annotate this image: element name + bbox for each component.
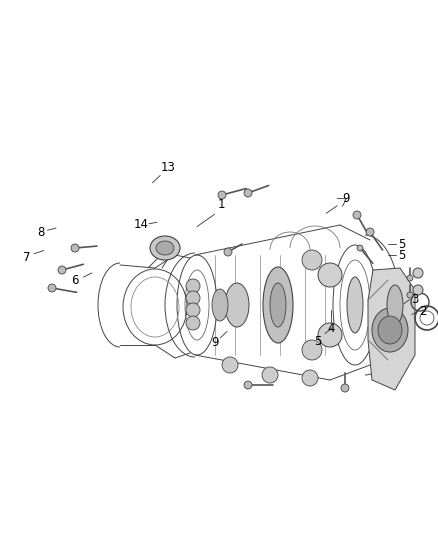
Ellipse shape	[302, 250, 322, 270]
Circle shape	[357, 245, 363, 251]
Text: 9: 9	[212, 336, 219, 349]
Circle shape	[244, 189, 252, 197]
Ellipse shape	[387, 285, 403, 325]
Polygon shape	[368, 268, 415, 390]
Ellipse shape	[186, 316, 200, 330]
Circle shape	[224, 248, 232, 256]
Ellipse shape	[222, 357, 238, 373]
Text: 4: 4	[327, 322, 335, 335]
Circle shape	[407, 292, 413, 298]
Ellipse shape	[302, 340, 322, 360]
Text: 14: 14	[134, 219, 149, 231]
Text: 1: 1	[218, 198, 226, 211]
Ellipse shape	[270, 283, 286, 327]
Ellipse shape	[186, 291, 200, 305]
Ellipse shape	[318, 323, 342, 347]
Ellipse shape	[186, 279, 200, 293]
Ellipse shape	[302, 370, 318, 386]
Ellipse shape	[150, 236, 180, 260]
Text: 2: 2	[419, 305, 427, 318]
Text: 5: 5	[314, 335, 321, 348]
Circle shape	[48, 284, 56, 292]
Ellipse shape	[318, 263, 342, 287]
Ellipse shape	[263, 267, 293, 343]
Text: 5: 5	[399, 249, 406, 262]
Ellipse shape	[186, 303, 200, 317]
Circle shape	[341, 384, 349, 392]
Text: 13: 13	[160, 161, 175, 174]
Text: 9: 9	[342, 192, 350, 205]
Ellipse shape	[347, 277, 363, 333]
Text: 5: 5	[399, 238, 406, 251]
Circle shape	[366, 228, 374, 236]
Text: 3: 3	[411, 293, 418, 306]
Ellipse shape	[378, 316, 402, 344]
Text: 6: 6	[71, 274, 79, 287]
Text: 8: 8	[37, 226, 44, 239]
Circle shape	[353, 211, 361, 219]
Ellipse shape	[212, 289, 228, 321]
Circle shape	[413, 285, 423, 295]
Circle shape	[244, 381, 252, 389]
Ellipse shape	[372, 308, 408, 352]
Ellipse shape	[156, 241, 174, 255]
Circle shape	[58, 266, 66, 274]
Ellipse shape	[262, 367, 278, 383]
Ellipse shape	[225, 283, 249, 327]
Circle shape	[218, 191, 226, 199]
Text: 7: 7	[23, 251, 31, 264]
Circle shape	[71, 244, 79, 252]
Circle shape	[407, 275, 413, 281]
Circle shape	[413, 268, 423, 278]
